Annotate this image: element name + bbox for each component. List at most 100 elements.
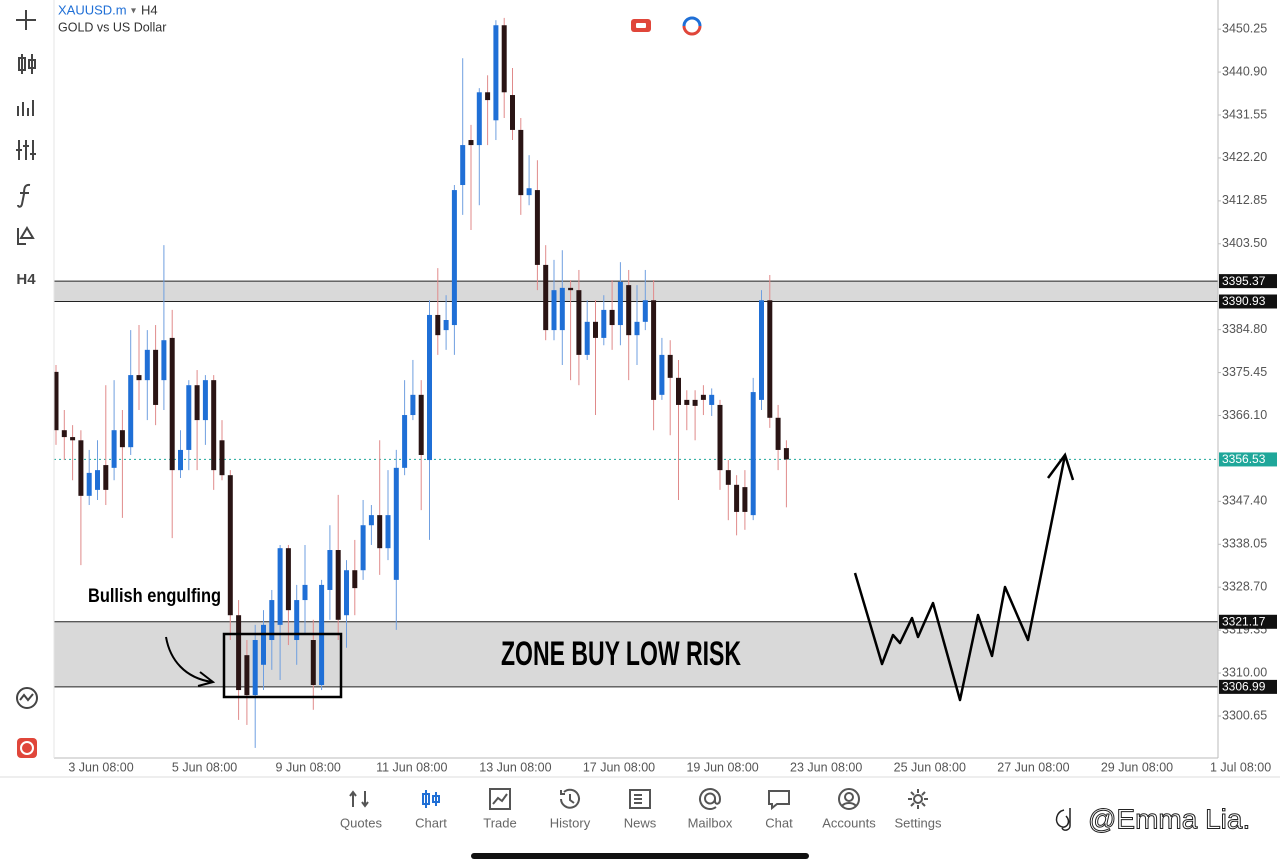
timeframe-button[interactable]: H4 [16, 271, 36, 288]
candle-body [443, 320, 449, 331]
nav-label[interactable]: History [550, 815, 591, 830]
candle-body [86, 472, 92, 496]
price-tag-label: 3306.99 [1222, 680, 1266, 694]
price-tag [1219, 294, 1277, 309]
zone [54, 281, 1218, 302]
candle-body [584, 321, 590, 355]
candle-body [252, 640, 258, 696]
candle-body [609, 309, 615, 326]
candle-body [709, 394, 715, 405]
y-tick-label: 3300.65 [1222, 708, 1267, 722]
candle-body [261, 624, 266, 665]
nav-label[interactable]: Accounts [822, 815, 876, 830]
y-tick-label: 3328.70 [1222, 580, 1267, 594]
chart-type-tool[interactable] [18, 54, 36, 74]
arrow [165, 636, 216, 687]
home-indicator [471, 853, 809, 859]
candle-body [750, 392, 756, 516]
timeframe[interactable]: H4 [141, 2, 158, 17]
nav-label[interactable]: Settings [895, 815, 942, 830]
y-tick-label: 3338.05 [1222, 537, 1267, 551]
candle-body [493, 25, 499, 121]
symbol[interactable]: XAUUSD.m [58, 2, 127, 17]
candle-body [593, 321, 598, 338]
nav-label[interactable]: Mailbox [688, 815, 733, 830]
nav-label[interactable]: Quotes [340, 815, 382, 830]
price-tag [1219, 452, 1277, 467]
x-tick-label: 19 Jun 08:00 [686, 760, 758, 774]
objects-tool[interactable] [17, 226, 35, 245]
candle-body [534, 190, 540, 265]
candle-body [551, 290, 557, 331]
candle-body [385, 515, 391, 549]
function-tool[interactable] [17, 183, 31, 208]
projection-arrowhead [1046, 452, 1075, 481]
candle-body [435, 314, 441, 336]
candle-body [402, 415, 408, 468]
candle-body [219, 440, 225, 476]
candle-body [70, 437, 76, 441]
price-tag-label: 3321.17 [1222, 614, 1266, 628]
candle-body [178, 449, 183, 471]
nav-icon[interactable] [349, 790, 369, 808]
settings-tool[interactable] [16, 140, 36, 160]
app-icon[interactable] [17, 738, 37, 758]
candle-body [510, 95, 515, 130]
candle-body [468, 140, 474, 146]
price-tag [1219, 274, 1277, 289]
x-tick-label: 17 Jun 08:00 [583, 760, 655, 774]
nav-icon[interactable] [629, 789, 651, 809]
nav-icon[interactable] [489, 788, 511, 810]
annotation: Bullish engulfing [88, 586, 221, 607]
y-tick-label: 3403.50 [1222, 236, 1267, 250]
candle-body [451, 190, 457, 326]
nav-icon[interactable] [422, 790, 440, 808]
nav-label[interactable]: Trade [483, 815, 516, 830]
candle-body [659, 354, 665, 395]
candle-body [775, 417, 781, 450]
nav-icon[interactable] [699, 788, 722, 810]
nav-label[interactable]: Chart [415, 815, 447, 830]
x-tick-label: 1 Jul 08:00 [1210, 760, 1271, 774]
candle-body [136, 375, 142, 381]
candle-body [543, 264, 549, 331]
x-tick-label: 25 Jun 08:00 [894, 760, 966, 774]
nav-icon[interactable] [768, 790, 790, 811]
signals-tool[interactable] [16, 687, 38, 709]
candle-body [335, 550, 341, 620]
candle-body [393, 467, 399, 580]
y-tick-label: 3310.00 [1222, 665, 1267, 679]
indicators-tool[interactable] [17, 100, 34, 116]
candle-body [684, 399, 690, 405]
nav-label[interactable]: News [624, 815, 657, 830]
candle-body [767, 300, 773, 418]
candle-body [119, 430, 125, 448]
y-tick-label: 3431.55 [1222, 107, 1267, 121]
nav-icon[interactable] [838, 788, 861, 810]
candle-body [377, 515, 383, 549]
candle-body [95, 470, 100, 490]
nav-icon[interactable] [908, 789, 928, 809]
x-tick-label: 13 Jun 08:00 [479, 760, 551, 774]
crosshair-tool[interactable] [16, 10, 36, 30]
candle-body [734, 484, 740, 512]
nav-label[interactable]: Chat [765, 815, 793, 830]
nav-icon[interactable] [560, 788, 580, 809]
candle-body [352, 570, 358, 589]
signals-glyph [19, 693, 34, 702]
candle-body [676, 377, 681, 405]
candle-body [700, 394, 706, 400]
toolbar [16, 10, 38, 709]
watermark-logo [1055, 808, 1071, 831]
candle-body [634, 321, 640, 336]
candle-body [568, 287, 574, 291]
price-tag [1219, 614, 1277, 629]
price-tag-label: 3395.37 [1222, 274, 1266, 288]
candle-body [427, 314, 432, 461]
price-tag [1219, 679, 1277, 694]
dropdown-caret: ▾ [131, 6, 136, 17]
candle-body [244, 655, 250, 696]
candle-body [559, 287, 565, 331]
candle-body [576, 290, 582, 355]
